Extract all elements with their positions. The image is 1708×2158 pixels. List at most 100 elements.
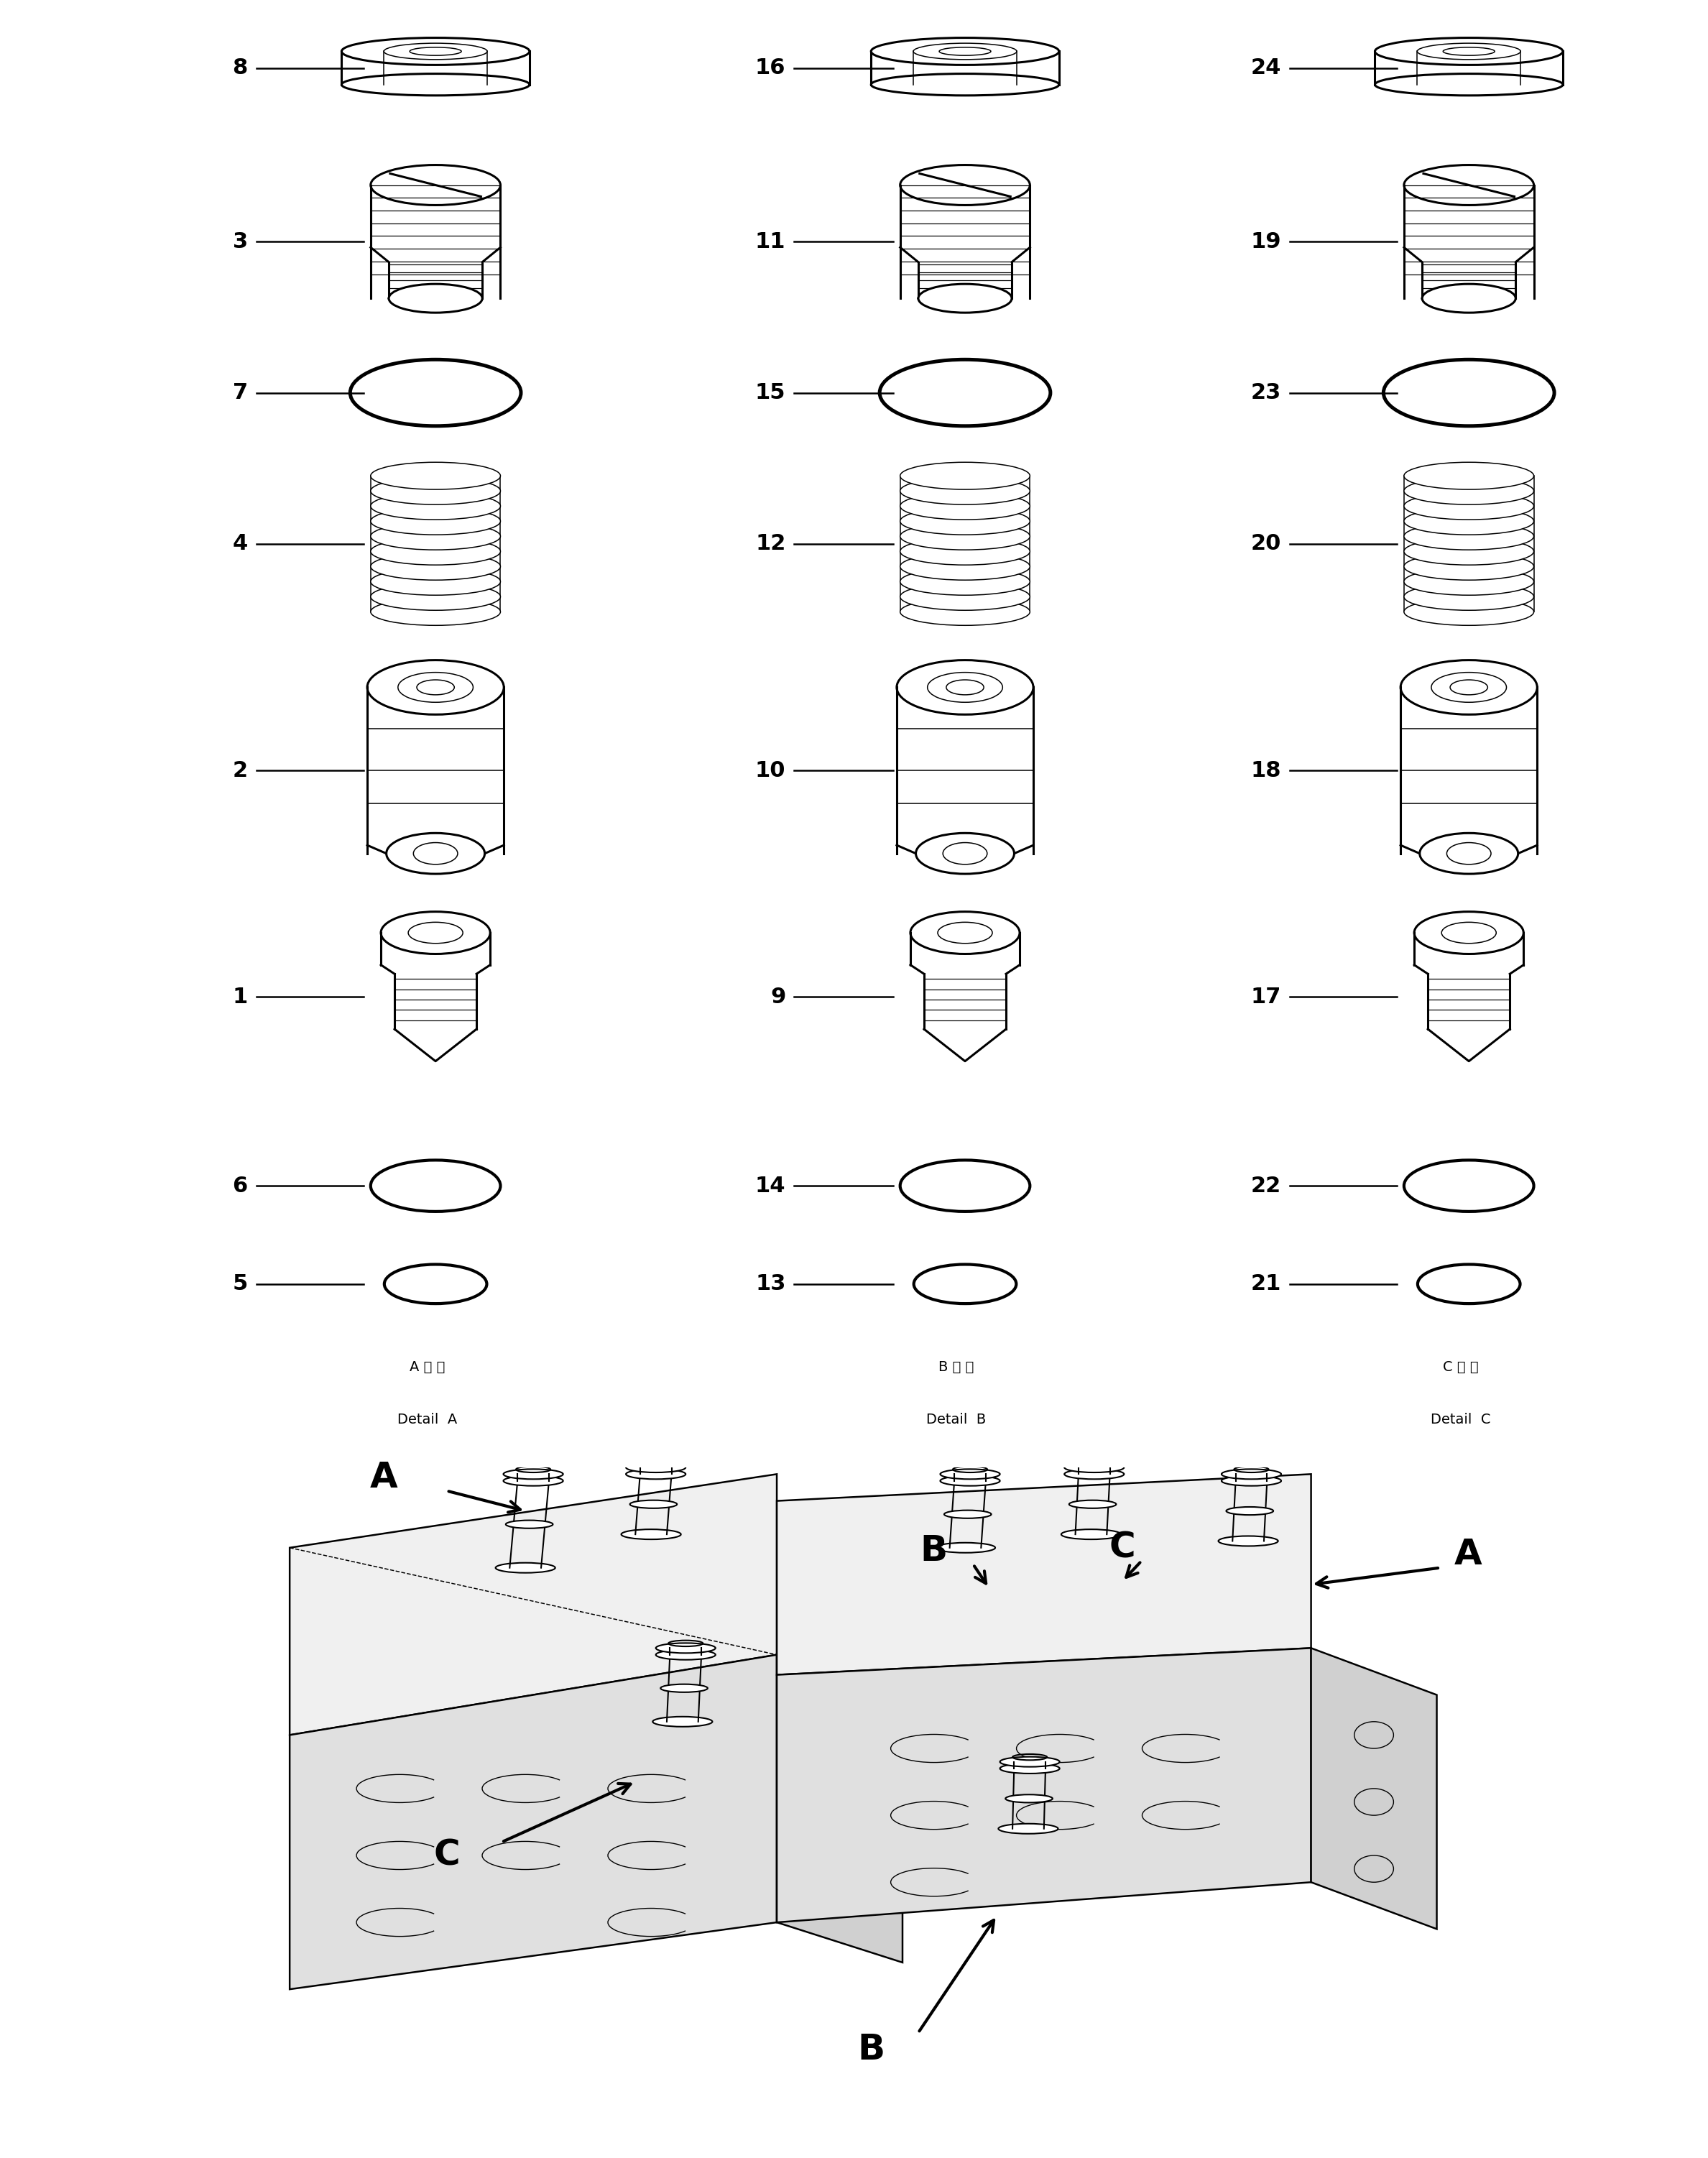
Ellipse shape [915,833,1015,874]
Ellipse shape [622,1530,681,1539]
Ellipse shape [413,1275,458,1293]
Ellipse shape [504,1470,564,1478]
Ellipse shape [342,73,529,95]
Text: A 詳 細: A 詳 細 [410,1360,444,1375]
Text: 1: 1 [232,986,248,1008]
Text: 9: 9 [770,986,786,1008]
Ellipse shape [386,833,485,874]
Ellipse shape [999,1763,1059,1774]
Ellipse shape [1418,1265,1520,1303]
Ellipse shape [371,507,500,535]
Text: 6: 6 [232,1176,248,1196]
Text: B: B [857,2033,885,2067]
Polygon shape [290,1655,777,1990]
Ellipse shape [1423,285,1515,313]
Ellipse shape [656,1642,716,1653]
Text: 22: 22 [1250,1176,1281,1196]
Text: 23: 23 [1250,382,1281,404]
Ellipse shape [999,1824,1057,1834]
Ellipse shape [504,1476,564,1487]
Ellipse shape [656,1649,716,1660]
Text: 19: 19 [1250,231,1281,252]
Ellipse shape [371,598,500,626]
Ellipse shape [495,1562,555,1573]
Text: 13: 13 [755,1273,786,1295]
Polygon shape [871,52,1059,84]
Ellipse shape [625,1463,685,1472]
Text: C 詳 細: C 詳 細 [1443,1360,1477,1375]
Text: C: C [434,1839,459,1873]
Text: A: A [1454,1536,1483,1571]
Ellipse shape [350,360,521,425]
Ellipse shape [900,1161,1030,1211]
Ellipse shape [1419,833,1518,874]
Ellipse shape [900,537,1030,565]
Ellipse shape [371,477,500,505]
Ellipse shape [910,911,1020,954]
Polygon shape [777,1649,1312,1923]
Text: C: C [1108,1530,1136,1565]
Ellipse shape [342,37,529,65]
Ellipse shape [371,1161,500,1211]
Ellipse shape [900,583,1030,611]
Text: B 詳 細: B 詳 細 [939,1360,974,1375]
Ellipse shape [1218,1536,1278,1545]
Ellipse shape [900,522,1030,550]
Text: 15: 15 [755,382,786,404]
Ellipse shape [1445,1275,1493,1293]
Ellipse shape [367,660,504,714]
Polygon shape [1312,1649,1436,1929]
Ellipse shape [389,285,482,313]
Ellipse shape [1069,1500,1117,1508]
Polygon shape [342,52,529,84]
Text: 17: 17 [1250,986,1281,1008]
Ellipse shape [871,73,1059,95]
Ellipse shape [936,1543,996,1554]
Ellipse shape [371,537,500,565]
Ellipse shape [1404,477,1534,505]
Ellipse shape [506,1519,553,1528]
Text: B: B [921,1534,948,1569]
Ellipse shape [1404,462,1534,490]
Ellipse shape [939,1470,999,1478]
Ellipse shape [384,1265,487,1303]
Text: 5: 5 [232,1273,248,1295]
Ellipse shape [919,285,1011,313]
Text: 20: 20 [1250,533,1281,555]
Ellipse shape [1064,1463,1124,1472]
Ellipse shape [900,552,1030,581]
Ellipse shape [371,552,500,581]
Ellipse shape [919,375,1011,410]
Ellipse shape [1404,164,1534,205]
Ellipse shape [999,1757,1059,1767]
Ellipse shape [388,375,483,410]
Ellipse shape [1221,1470,1281,1478]
Polygon shape [290,1474,777,1735]
Text: 3: 3 [232,231,248,252]
Ellipse shape [1064,1470,1124,1478]
Ellipse shape [1404,583,1534,611]
Ellipse shape [630,1500,676,1508]
Ellipse shape [1401,660,1537,714]
Ellipse shape [371,462,500,490]
Text: 7: 7 [232,382,248,404]
Ellipse shape [661,1683,707,1692]
Ellipse shape [900,164,1030,205]
Ellipse shape [1440,1174,1498,1198]
Ellipse shape [381,911,490,954]
Ellipse shape [1404,568,1534,596]
Ellipse shape [1006,1795,1052,1802]
Ellipse shape [371,164,500,205]
Text: A: A [371,1461,398,1495]
Ellipse shape [1061,1530,1120,1539]
Text: 16: 16 [755,58,786,78]
Polygon shape [777,1655,902,1962]
Ellipse shape [900,598,1030,626]
Polygon shape [1375,52,1563,84]
Ellipse shape [407,1174,465,1198]
Ellipse shape [1404,1161,1534,1211]
Ellipse shape [1375,37,1563,65]
Ellipse shape [914,1265,1016,1303]
Ellipse shape [1414,911,1524,954]
Ellipse shape [371,568,500,596]
